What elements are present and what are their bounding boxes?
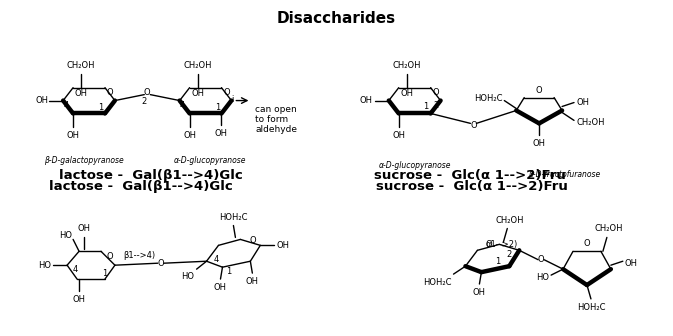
Text: HOH₂C: HOH₂C xyxy=(219,213,248,221)
Text: OH: OH xyxy=(215,129,228,138)
Text: O: O xyxy=(106,88,113,97)
Text: O: O xyxy=(249,236,256,245)
Text: β-D-galactopyranose: β-D-galactopyranose xyxy=(44,156,124,165)
Text: α-D-glucopyranose: α-D-glucopyranose xyxy=(174,156,247,165)
Text: OH: OH xyxy=(576,98,589,107)
Text: OH: OH xyxy=(246,277,259,286)
Text: CH₂OH: CH₂OH xyxy=(595,224,623,234)
Text: O: O xyxy=(583,239,590,248)
Text: CH₂OH: CH₂OH xyxy=(392,61,421,70)
Text: sucrose -  Glc(α 1-->2)Fru: sucrose - Glc(α 1-->2)Fru xyxy=(374,169,565,182)
Text: 4: 4 xyxy=(73,265,77,274)
Text: CH₂OH: CH₂OH xyxy=(495,215,524,224)
Text: 4: 4 xyxy=(180,101,185,110)
Text: OH: OH xyxy=(73,295,85,304)
Text: HOH₂C: HOH₂C xyxy=(474,94,502,103)
Text: 1: 1 xyxy=(98,103,104,112)
Text: sucrose -  Glc(α 1-->2)Fru: sucrose - Glc(α 1-->2)Fru xyxy=(376,180,567,193)
Text: HOH₂C: HOH₂C xyxy=(577,303,605,312)
Text: α-D-glucopyranose: α-D-glucopyranose xyxy=(378,161,451,170)
Text: CH₂OH: CH₂OH xyxy=(67,61,96,70)
Text: HO: HO xyxy=(182,272,194,281)
Text: 2: 2 xyxy=(507,250,512,259)
Text: OH: OH xyxy=(35,96,48,105)
Text: can open
to form
aldehyde: can open to form aldehyde xyxy=(255,104,297,134)
Text: OH: OH xyxy=(400,89,413,98)
Text: OH: OH xyxy=(532,139,546,148)
Text: O: O xyxy=(470,121,476,130)
Text: β-D-fructofuranose: β-D-fructofuranose xyxy=(528,170,600,179)
Text: 1: 1 xyxy=(226,267,231,276)
Text: lactose -  Gal(β1-->4)Glc: lactose - Gal(β1-->4)Glc xyxy=(59,169,243,182)
Text: 2: 2 xyxy=(142,97,147,106)
Text: 4: 4 xyxy=(214,255,219,264)
Text: CH₂OH: CH₂OH xyxy=(576,118,604,127)
Text: 1: 1 xyxy=(423,102,428,111)
Text: OH: OH xyxy=(625,259,638,268)
Text: HO: HO xyxy=(536,272,549,282)
Text: i: i xyxy=(232,95,234,104)
Text: 1: 1 xyxy=(495,257,500,266)
Text: OH: OH xyxy=(392,131,405,140)
Text: 4: 4 xyxy=(63,101,69,110)
Text: OH: OH xyxy=(67,131,79,140)
Text: O: O xyxy=(144,88,151,97)
Text: β1-->4): β1-->4) xyxy=(123,251,155,260)
Text: O: O xyxy=(432,88,439,97)
Text: Disaccharides: Disaccharides xyxy=(277,11,396,26)
Text: O: O xyxy=(536,86,542,95)
Text: OH: OH xyxy=(75,89,87,98)
Text: HO: HO xyxy=(38,261,51,270)
Text: 2: 2 xyxy=(433,101,438,110)
Text: CH₂OH: CH₂OH xyxy=(183,61,212,70)
Text: OH: OH xyxy=(183,131,196,140)
Text: HOH₂C: HOH₂C xyxy=(423,278,452,287)
Text: α1-->2): α1-->2) xyxy=(485,240,518,249)
Text: OH: OH xyxy=(191,89,204,98)
Text: O: O xyxy=(157,259,164,268)
Text: O: O xyxy=(223,88,229,97)
Text: lactose -  Gal(β1-->4)Glc: lactose - Gal(β1-->4)Glc xyxy=(49,180,233,193)
Text: HO: HO xyxy=(59,231,72,240)
Text: OH: OH xyxy=(214,283,227,292)
Text: 1: 1 xyxy=(102,268,108,278)
Text: O: O xyxy=(485,240,492,249)
Text: O: O xyxy=(106,252,113,261)
Text: OH: OH xyxy=(360,96,373,105)
Text: OH: OH xyxy=(473,288,486,297)
Text: 1: 1 xyxy=(215,103,220,112)
Text: O: O xyxy=(538,255,544,264)
Text: OH: OH xyxy=(77,224,91,234)
Text: OH: OH xyxy=(276,241,289,250)
